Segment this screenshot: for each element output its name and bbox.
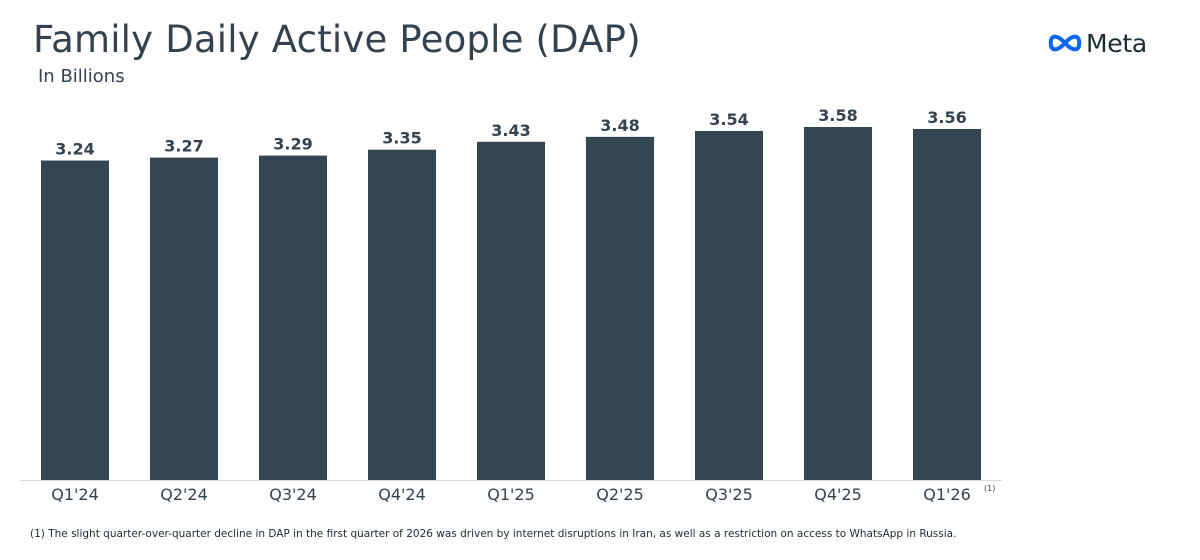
data-label: 3.24 [55,140,94,159]
data-label: 3.27 [164,137,203,156]
bar [586,136,654,480]
data-label: 3.43 [491,121,530,140]
category-label: Q3'24 [269,485,317,504]
bar [368,149,436,480]
chart-subtitle: In Billions [38,66,125,87]
category-label: Q1'25 [487,485,535,504]
footnote-reference: (1) [984,484,995,493]
data-label: 3.56 [927,108,966,127]
bar [695,130,763,480]
category-label: Q1'24 [51,485,99,504]
category-label: Q1'26 [923,485,971,504]
data-label: 3.48 [600,116,639,135]
category-label: Q4'25 [814,485,862,504]
bar [913,128,981,481]
meta-logo-text: Meta [1086,28,1147,58]
category-label: Q4'24 [378,485,426,504]
bar [259,155,327,480]
meta-logo: Meta [1046,28,1147,58]
meta-infinity-icon [1048,34,1082,52]
category-label: Q2'24 [160,485,208,504]
data-label: 3.29 [273,135,312,154]
bar [804,127,872,480]
category-label: Q2'25 [596,485,644,504]
category-label: Q3'25 [705,485,753,504]
chart-title: Family Daily Active People (DAP) [33,18,641,61]
footnote: (1) The slight quarter-over-quarter decl… [30,528,957,540]
data-label: 3.58 [818,106,857,125]
bar [477,141,545,480]
bar [150,157,218,481]
bar [41,160,109,480]
data-label: 3.35 [382,129,421,148]
data-label: 3.54 [709,110,748,129]
